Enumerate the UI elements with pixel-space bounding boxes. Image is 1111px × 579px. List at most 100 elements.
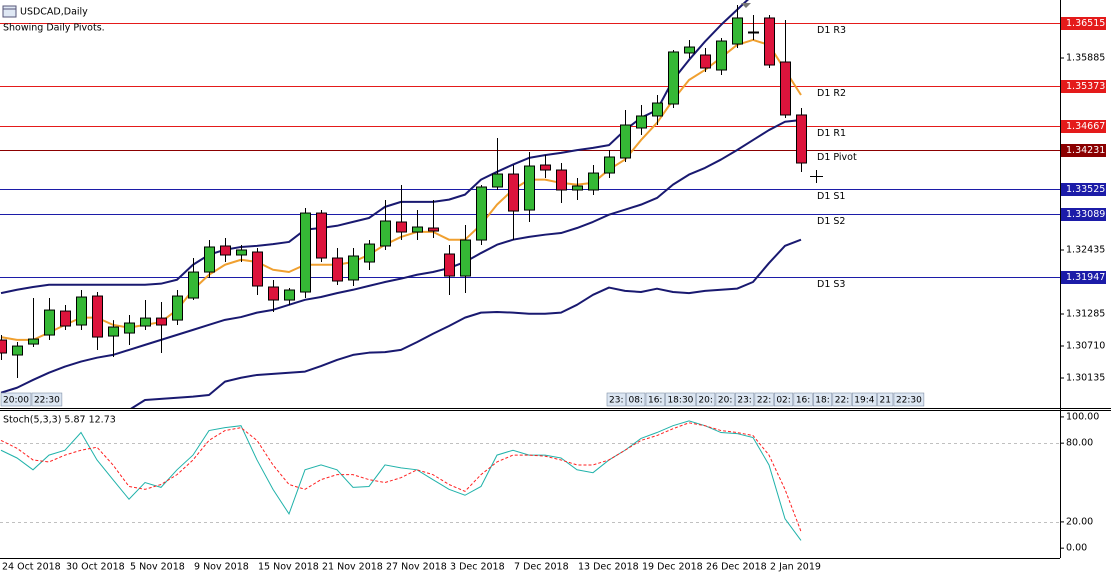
time-tag: 23: xyxy=(609,396,623,406)
pivot-label: D1 S1 xyxy=(817,191,845,202)
candle-body xyxy=(556,169,567,191)
main-plot xyxy=(0,0,1060,408)
candle-body xyxy=(460,239,471,277)
x-tick-label: 30 Oct 2018 xyxy=(66,562,125,573)
candle-body xyxy=(380,220,391,247)
pivot-label: D1 S2 xyxy=(817,216,845,227)
candle-body xyxy=(348,255,359,281)
time-tag: 16: xyxy=(796,396,810,406)
candle-body xyxy=(524,165,535,211)
candle-body xyxy=(204,246,215,273)
time-tag: 22: xyxy=(835,396,849,406)
candle-body xyxy=(508,173,519,212)
price-box-label: 1.31947 xyxy=(1066,272,1105,283)
stoch-line xyxy=(0,422,802,532)
y-tick-label: 1.32435 xyxy=(1066,244,1105,255)
cursor xyxy=(810,170,823,183)
x-tick-label: 27 Nov 2018 xyxy=(386,562,447,573)
candle-body xyxy=(636,115,647,129)
candle-body xyxy=(588,172,599,191)
time-tag: 22: xyxy=(757,396,771,406)
y-tick-label: 1.30710 xyxy=(1066,341,1105,352)
stoch-line xyxy=(0,420,802,541)
candle-body xyxy=(300,212,311,293)
chart-title: USDCAD,Daily xyxy=(20,7,88,18)
x-tick-label: 3 Dec 2018 xyxy=(450,562,505,573)
x-tick-label: 15 Nov 2018 xyxy=(258,562,319,573)
x-tick-label: 5 Nov 2018 xyxy=(130,562,185,573)
candle-body xyxy=(92,295,103,338)
candle-body xyxy=(156,317,167,326)
stoch-title: Stoch(5,3,3) 5.87 12.73 xyxy=(3,415,116,426)
time-tag-box xyxy=(696,392,716,407)
candle-body xyxy=(572,185,583,191)
time-tag-box xyxy=(606,392,626,407)
price-box-label: 1.33089 xyxy=(1066,209,1105,220)
candle-body xyxy=(732,17,743,45)
stoch-plot xyxy=(0,420,1060,541)
indicator-line xyxy=(130,238,802,408)
indicator-line xyxy=(0,119,802,394)
candle-body xyxy=(268,286,279,301)
pivot-label: D1 R2 xyxy=(817,88,846,99)
time-tag: 22:30 xyxy=(896,396,922,406)
x-tick-label: 9 Nov 2018 xyxy=(194,562,249,573)
price-box xyxy=(1061,144,1106,157)
time-tag-box xyxy=(735,392,755,407)
y-tick-label: 1.31285 xyxy=(1066,309,1105,320)
candle-body xyxy=(396,221,407,233)
x-tick-label: 13 Dec 2018 xyxy=(578,562,639,573)
time-tag: 21 xyxy=(879,396,890,406)
time-tag-box xyxy=(665,392,696,407)
candle-body xyxy=(652,102,663,117)
price-box-label: 1.34231 xyxy=(1066,145,1105,156)
price-box-label: 1.36515 xyxy=(1066,18,1105,29)
candle-body xyxy=(716,40,727,71)
price-box xyxy=(1061,120,1106,133)
time-tag-box xyxy=(774,392,794,407)
candle-body xyxy=(0,339,7,354)
time-tag-box xyxy=(645,392,665,407)
time-tag-box xyxy=(793,392,813,407)
candle-body xyxy=(252,251,263,287)
time-tag-box xyxy=(851,392,877,407)
x-tick-label: 24 Oct 2018 xyxy=(2,562,61,573)
time-tag: 02: xyxy=(776,396,790,406)
time-tag-box xyxy=(626,392,646,407)
x-tick-label: 21 Nov 2018 xyxy=(322,562,383,573)
chart-subtitle: Showing Daily Pivots. xyxy=(3,23,105,34)
time-tag-box xyxy=(877,392,894,407)
candle-body xyxy=(236,249,247,256)
candle-body xyxy=(12,345,23,356)
axes: 1.35885 1.32435 1.31285 1.30710 1.30135 1.365… xyxy=(1060,17,1106,554)
candle-body xyxy=(540,164,551,171)
shift-marker xyxy=(741,3,751,8)
time-tag: 16: xyxy=(648,396,662,406)
time-tag-box xyxy=(812,392,833,407)
x-tick-label: 7 Dec 2018 xyxy=(514,562,569,573)
candle-body xyxy=(796,114,807,164)
candle-body xyxy=(780,61,791,116)
price-box xyxy=(1061,183,1106,196)
y-tick-label: 0.00 xyxy=(1066,543,1087,554)
candle-body xyxy=(700,54,711,69)
candle-body xyxy=(668,51,679,105)
x-tick-label: 26 Dec 2018 xyxy=(706,562,767,573)
y-tick-label: 20.00 xyxy=(1066,516,1093,527)
candle-body xyxy=(764,17,775,66)
candle-body xyxy=(44,309,55,336)
time-tag: 08: xyxy=(628,396,642,406)
candle-body xyxy=(604,156,615,174)
time-tag: 23: xyxy=(737,396,751,406)
x-tick-label: 19 Dec 2018 xyxy=(642,562,703,573)
price-box-label: 1.33525 xyxy=(1066,184,1105,195)
candle-body xyxy=(476,186,487,241)
price-box xyxy=(1061,271,1106,284)
y-tick-label: 1.35885 xyxy=(1066,52,1105,63)
price-box-label: 1.35373 xyxy=(1066,81,1105,92)
time-tag-box xyxy=(0,392,32,407)
candle-body xyxy=(76,296,87,326)
time-tag-box xyxy=(754,392,774,407)
time-tag-box xyxy=(31,392,63,407)
